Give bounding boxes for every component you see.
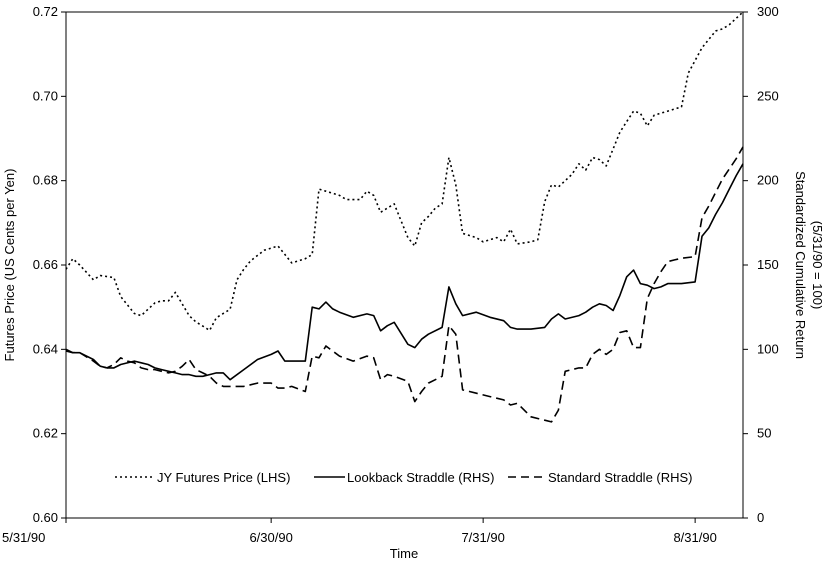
legend-label-jy-futures: JY Futures Price (LHS) (157, 470, 290, 485)
right-axis-title-line-1: Standardized Cumulative Return (793, 171, 808, 359)
x-tick-label: 8/31/90 (673, 530, 716, 545)
right-tick-label: 200 (757, 173, 779, 188)
x-tick-label: 6/30/90 (249, 530, 292, 545)
plot-area-frame (65, 11, 744, 519)
series-lookback-line (65, 163, 744, 381)
series-standard-line (65, 146, 744, 423)
right-tick-label: 100 (757, 341, 779, 356)
left-tick-label: 0.60 (33, 510, 58, 525)
series-jy-futures-line (65, 11, 744, 332)
right-tick-label: 300 (757, 4, 779, 19)
right-axis-title-line-2: (5/31/90 = 100) (810, 221, 822, 310)
left-tick-label: 0.66 (33, 257, 58, 272)
left-tick-label: 0.64 (33, 341, 58, 356)
legend-label-lookback: Lookback Straddle (RHS) (347, 470, 494, 485)
x-axis-ticks: 5/31/90 6/30/90 7/31/90 8/31/90 (2, 518, 717, 545)
x-tick-label: 7/31/90 (461, 530, 504, 545)
legend-label-standard: Standard Straddle (RHS) (548, 470, 693, 485)
left-axis-title: Futures Price (US Cents per Yen) (2, 169, 17, 362)
left-tick-label: 0.62 (33, 426, 58, 441)
right-tick-label: 50 (757, 426, 771, 441)
left-tick-label: 0.72 (33, 4, 58, 19)
left-tick-label: 0.68 (33, 173, 58, 188)
right-tick-label: 0 (757, 510, 764, 525)
right-axis-ticks: 0 50 100 150 200 250 300 (743, 4, 779, 525)
left-axis-ticks: 0.60 0.62 0.64 0.66 0.68 0.70 0.72 (33, 4, 66, 525)
legend: JY Futures Price (LHS) Lookback Straddle… (115, 470, 693, 485)
x-axis-title: Time (390, 546, 418, 561)
series-layer (65, 11, 744, 423)
right-tick-label: 150 (757, 257, 779, 272)
right-tick-label: 250 (757, 88, 779, 103)
x-tick-label: 5/31/90 (2, 530, 45, 545)
left-tick-label: 0.70 (33, 88, 58, 103)
